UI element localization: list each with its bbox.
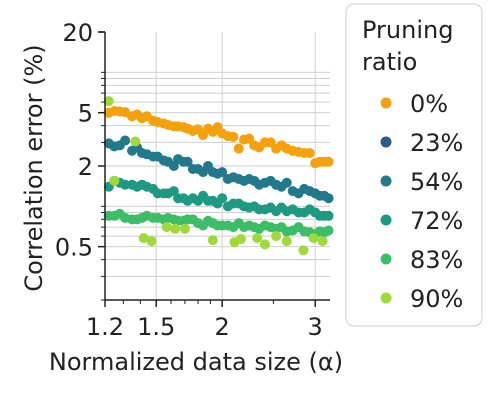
- legend-entry-label: 0%: [410, 90, 448, 118]
- data-point-90pct: [281, 236, 292, 247]
- legend-entry-label: 72%: [410, 207, 463, 235]
- data-point-90pct: [271, 231, 282, 242]
- data-point-90pct: [179, 223, 190, 234]
- legend-entry-label: 54%: [410, 168, 463, 196]
- legend-entry-label: 23%: [410, 129, 463, 157]
- data-point-90pct: [207, 235, 218, 246]
- data-point-90pct: [130, 136, 141, 147]
- y-tick-label: 20: [62, 19, 93, 47]
- legend-frame: [345, 3, 483, 327]
- legend-title: Pruning: [362, 16, 453, 44]
- grid: [105, 32, 330, 300]
- data-point-54pct: [217, 167, 228, 178]
- legend-marker: [380, 292, 392, 304]
- data-point-0pct: [233, 143, 244, 154]
- data-point-90pct: [317, 236, 328, 247]
- legend-marker: [380, 214, 392, 226]
- data-point-0pct: [323, 156, 334, 167]
- data-points: [103, 96, 334, 256]
- data-point-90pct: [252, 233, 263, 244]
- legend-entry-label: 90%: [410, 285, 463, 313]
- legend-title: ratio: [362, 48, 417, 76]
- y-axis-ticks: 0.5 2 5 20: [55, 19, 105, 301]
- data-point-54pct: [323, 193, 334, 204]
- data-point-90pct: [109, 175, 120, 186]
- data-point-90pct: [235, 234, 246, 245]
- data-point-90pct: [146, 236, 157, 247]
- data-point-0pct: [228, 131, 239, 142]
- data-point-72pct: [120, 179, 131, 190]
- data-point-90pct: [308, 233, 319, 244]
- data-point-54pct: [120, 135, 131, 146]
- legend-marker: [380, 175, 392, 187]
- legend: Pruning ratio 0% 23% 54% 72% 83% 90%: [345, 3, 483, 327]
- x-tick-label: 3: [308, 313, 323, 341]
- data-point-90pct: [161, 222, 172, 233]
- data-point-90pct: [170, 223, 181, 234]
- x-axis-ticks: 1.2 1.5 2 3: [86, 300, 323, 341]
- data-point-54pct: [182, 156, 193, 167]
- legend-marker: [380, 136, 392, 148]
- x-axis-label: Normalized data size (α): [49, 348, 343, 376]
- data-point-83pct: [323, 225, 334, 236]
- y-tick-label: 2: [78, 153, 93, 181]
- data-point-90pct: [259, 239, 270, 250]
- x-tick-label: 1.2: [86, 313, 124, 341]
- y-tick-label: 5: [78, 100, 93, 128]
- x-tick-label: 1.5: [137, 313, 175, 341]
- x-tick-label: 2: [215, 313, 230, 341]
- data-point-90pct: [103, 96, 114, 107]
- data-point-72pct: [217, 193, 228, 204]
- legend-marker: [380, 97, 392, 109]
- data-point-90pct: [138, 233, 149, 244]
- legend-entry-label: 83%: [410, 246, 463, 274]
- y-tick-label: 0.5: [55, 234, 93, 262]
- y-axis-label: Correlation error (%): [20, 44, 48, 291]
- data-point-90pct: [298, 245, 309, 256]
- data-point-54pct: [281, 177, 292, 188]
- data-point-72pct: [323, 210, 334, 221]
- legend-marker: [380, 253, 392, 265]
- data-point-0pct: [304, 148, 315, 159]
